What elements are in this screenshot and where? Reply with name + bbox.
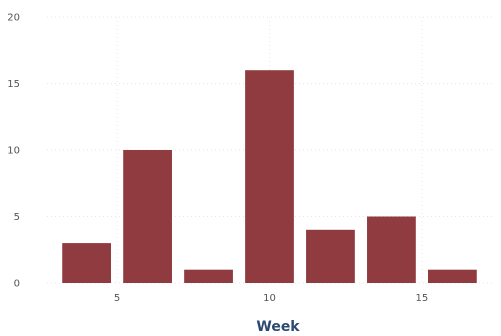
bar-week-14: [367, 216, 416, 283]
bar-week-6: [123, 150, 172, 283]
y-axis-ticks: 0 5 10 15 20: [7, 13, 20, 290]
x-tick-label: 5: [114, 293, 120, 304]
x-axis-title: Week: [256, 319, 300, 335]
y-tick-label: 10: [7, 146, 20, 157]
bar-week-10: [245, 70, 294, 283]
y-tick-label: 5: [14, 212, 20, 223]
bar-week-16: [427, 269, 477, 283]
y-tick-label: 20: [7, 13, 20, 24]
bar-week-8: [184, 269, 233, 283]
x-tick-label: 10: [263, 293, 276, 304]
x-tick-label: 15: [416, 293, 429, 304]
bar-week-4: [62, 243, 112, 283]
y-tick-label: 0: [14, 279, 20, 290]
y-tick-label: 15: [7, 79, 20, 90]
x-axis-ticks: 5 10 15: [114, 293, 428, 304]
bars-layer: [62, 70, 477, 283]
bar-week-12: [306, 229, 355, 283]
